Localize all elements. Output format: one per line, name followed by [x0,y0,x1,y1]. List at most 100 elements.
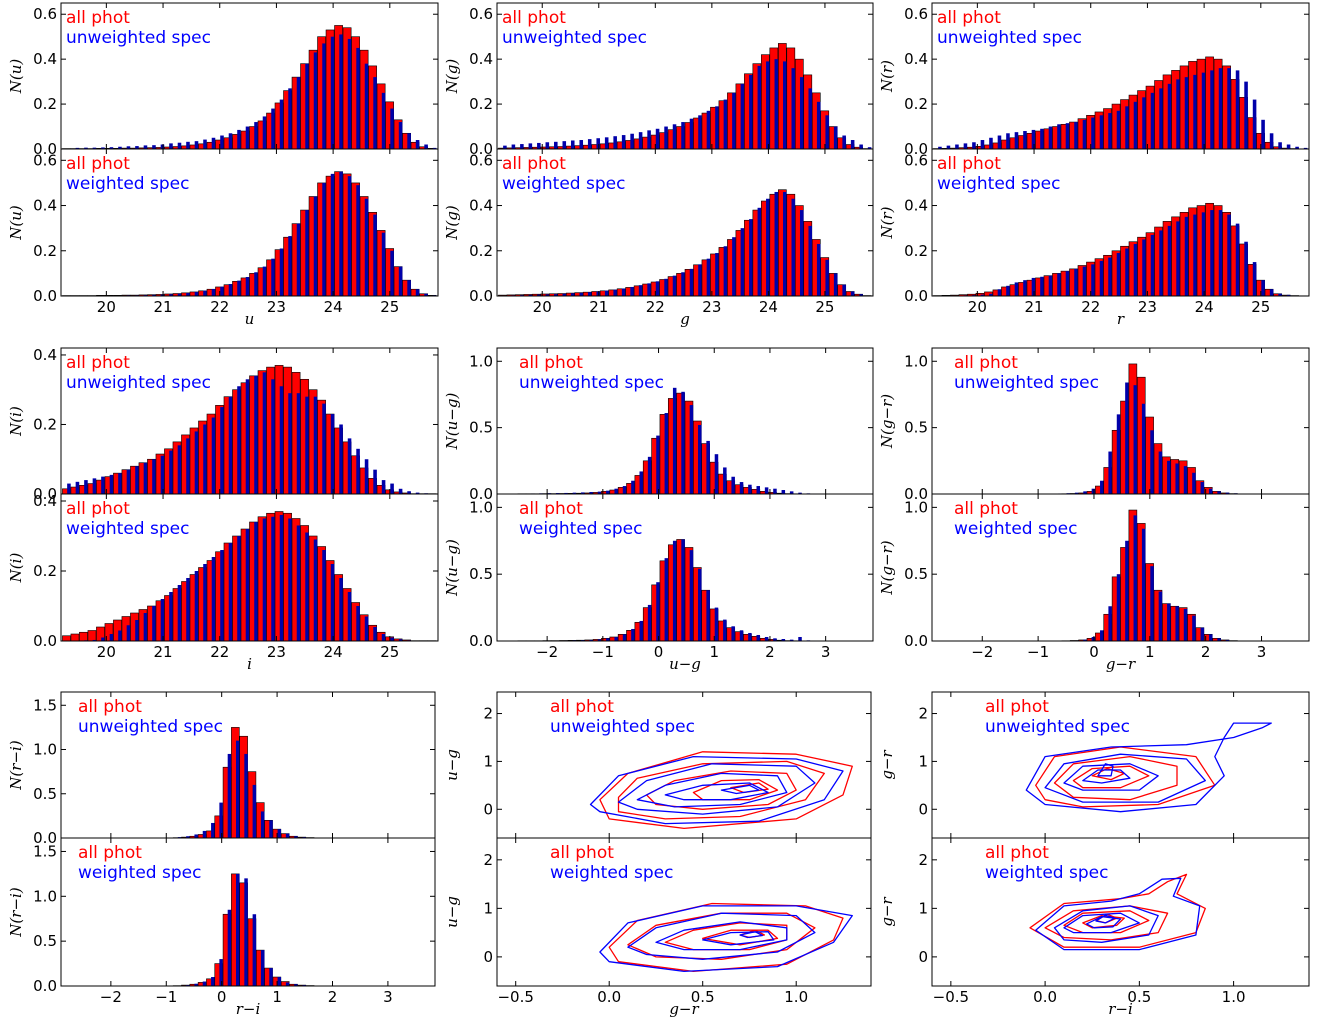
x-tick-label: −0.5 [933,988,969,1006]
bar-spec [236,740,240,838]
bar-spec [1286,144,1291,149]
plot-area [497,539,819,641]
bar-spec [75,481,80,494]
y-tick-label: 2 [918,851,928,869]
legend-spec: weighted spec [937,174,1060,194]
bar-spec [867,147,872,149]
bar-spec [647,604,652,641]
bar-spec [252,784,257,838]
bar-phot [79,631,88,641]
bar-spec [177,445,182,494]
y-tick-label: 1 [918,752,928,770]
bar-spec [288,518,292,641]
bar-spec [296,393,301,494]
x-tick-label: 24 [759,298,778,316]
bar-spec [1006,285,1010,296]
bar-spec [980,294,985,296]
bar-spec [816,243,821,296]
axes-frame [931,148,1310,297]
bar-spec [1031,129,1036,149]
y-tick-label: 0.0 [33,287,57,305]
bar-spec [390,483,394,494]
bar-spec [228,543,233,641]
bar-spec [579,292,584,296]
bar-spec [364,616,369,641]
legend-phot: all phot [66,499,130,519]
y-tick-label: 1 [483,899,493,917]
bar-spec [545,294,550,296]
bar-phot [87,630,97,641]
bar-spec [432,147,437,149]
bar-spec [1133,101,1138,149]
y-tick-label: 2 [918,705,928,723]
bar-spec [101,147,105,149]
x-tick-label: 20 [533,298,552,316]
y-axis-label: N(u−g) [443,539,461,597]
plot-area [589,751,853,830]
bar-spec [715,106,719,149]
contour-phot [664,922,788,951]
bar-spec [1235,70,1240,149]
y-axis-label: N(u) [7,205,25,241]
bar-spec [789,491,794,494]
bar-spec [766,198,770,296]
y-axis-label: N(r−i) [7,887,25,938]
bar-spec [381,480,386,494]
bar-spec [808,88,813,149]
bar-spec [219,802,223,838]
bar-spec [562,141,567,149]
axes-frame [60,493,439,642]
bar-spec [798,636,802,641]
bar-spec [252,914,257,986]
bar-spec [277,829,282,838]
bar-spec [254,272,258,296]
legend-spec: weighted spec [502,174,625,194]
plot-area [152,727,332,838]
axes-frame [931,493,1310,642]
bar-spec [798,492,802,494]
bar-spec [322,550,326,641]
bar-spec [749,74,753,149]
contour-spec [599,905,853,973]
bar-spec [177,585,182,641]
bar-spec [177,293,182,296]
y-tick-label: 0.0 [469,287,493,305]
bar-spec [1210,70,1214,149]
contour-phot [1053,755,1178,801]
y-tick-label: 0.0 [33,632,57,650]
bar-spec [1091,117,1095,149]
bar-spec [579,140,584,149]
bar-spec [748,484,752,494]
bar-spec [84,480,88,494]
bar-spec [606,638,610,641]
bar-spec [1133,385,1138,494]
axes-frame [496,493,874,642]
x-axis-label: g−r [1106,655,1136,673]
plot-area [1029,873,1206,951]
x-tick-label: 24 [1195,298,1214,316]
bar-spec [1031,277,1036,296]
y-tick-label: 0.0 [33,977,57,995]
y-axis-label: N(g) [443,59,461,95]
bar-spec [1099,115,1104,149]
plot-area [1025,722,1272,813]
bar-spec [373,469,377,494]
y-tick-label: 0.4 [33,492,57,510]
bar-spec [1227,68,1231,149]
bar-spec [1286,294,1291,296]
x-tick-label: 22 [210,298,229,316]
axes-frame [496,148,874,297]
axes-frame [60,837,436,987]
bar-spec [689,550,694,641]
bar-spec [748,632,752,641]
y-tick-label: 0.0 [904,140,928,158]
plot-area [497,387,819,494]
legend-spec: unweighted spec [937,28,1082,48]
bar-spec [706,110,711,149]
bar-spec [101,476,105,494]
bar-spec [356,606,360,641]
bar-spec [1210,210,1214,296]
